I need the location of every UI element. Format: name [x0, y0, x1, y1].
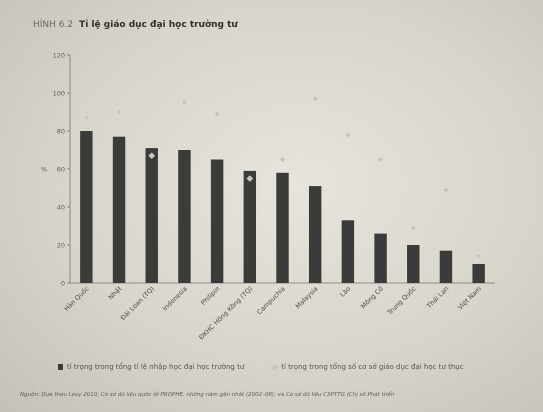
x-tick-label: Malaysia	[294, 285, 320, 311]
legend-item-bars: tỉ trọng trong tổng tỉ lệ nhập học đại h…	[58, 363, 244, 371]
legend-item-markers: tỉ trọng trong tổng số cơ sở giáo dục đạ…	[271, 363, 464, 371]
figure-label: HÌNH 6.2	[33, 20, 74, 30]
bar	[145, 148, 158, 283]
x-tick-label: Indonesia	[161, 285, 189, 313]
y-tick-label: 40	[57, 204, 65, 212]
x-tick-label: Philipin	[199, 285, 221, 307]
legend-marker-label: tỉ trọng trong tổng số cơ sở giáo dục đạ…	[281, 363, 464, 371]
bar	[341, 220, 355, 283]
bar	[374, 233, 387, 283]
bar	[308, 186, 322, 283]
diamond-marker	[475, 253, 483, 260]
y-axis: 0 20 40 60 80 100 120%	[41, 52, 495, 288]
legend-bar-swatch	[58, 364, 63, 370]
bar	[210, 159, 224, 283]
x-tick-label: Thái Lan	[424, 285, 450, 311]
y-tick-label: 20	[57, 242, 65, 250]
x-tick-label: Mông Cổ	[359, 284, 385, 310]
diamond-marker	[344, 131, 352, 139]
bar	[407, 245, 420, 283]
bar	[112, 136, 126, 283]
x-tick-label: Trung Quốc	[385, 284, 418, 317]
marker-series	[82, 95, 483, 260]
x-tick-label: ĐKHC Hồng Kông (TQ)	[197, 285, 254, 342]
y-tick-label: 100	[53, 90, 65, 98]
figure-title-text: Tỉ lệ giáo dục đại học trường tư	[79, 20, 238, 30]
bar	[243, 170, 257, 283]
y-tick-label: 60	[57, 166, 65, 174]
bar-series	[80, 131, 485, 283]
legend: tỉ trọng trong tổng tỉ lệ nhập học đại h…	[58, 363, 464, 371]
x-tick-label: Đài Loan (TQ)	[119, 285, 156, 322]
diamond-marker	[213, 110, 221, 118]
diamond-marker	[115, 108, 123, 116]
diamond-marker	[246, 175, 254, 182]
bar	[80, 131, 93, 283]
legend-bar-label: tỉ trọng trong tổng tỉ lệ nhập học đại h…	[67, 363, 245, 371]
x-tick-label: Hàn Quốc	[63, 284, 91, 312]
source-note: Nguồn: Dựa theo Levy 2010; Cơ sở dữ liệu…	[20, 392, 395, 398]
y-tick-label: 0	[61, 280, 65, 288]
y-tick-label: 80	[57, 128, 65, 136]
bar	[439, 250, 453, 283]
bar	[178, 150, 191, 283]
diamond-marker	[181, 99, 188, 106]
legend-diamond-icon	[271, 363, 279, 371]
x-tick-label: Việt Nam	[456, 285, 483, 312]
bar	[276, 172, 289, 283]
x-tick-label: Nhật	[107, 284, 124, 301]
diamond-marker	[311, 95, 319, 103]
diamond-marker	[82, 114, 90, 122]
y-axis-label: %	[41, 166, 47, 174]
y-tick-label: 120	[53, 52, 65, 60]
figure-title: HÌNH 6.2 Tỉ lệ giáo dục đại học trường tư	[33, 20, 238, 30]
x-tick-label: Lào	[338, 285, 352, 299]
x-tick-label: Campuchia	[255, 285, 287, 317]
bar	[472, 264, 485, 283]
diamond-marker	[148, 152, 156, 160]
diamond-marker	[409, 224, 417, 232]
diamond-marker	[377, 156, 384, 163]
diamond-marker	[442, 186, 450, 194]
diamond-marker	[279, 156, 286, 163]
